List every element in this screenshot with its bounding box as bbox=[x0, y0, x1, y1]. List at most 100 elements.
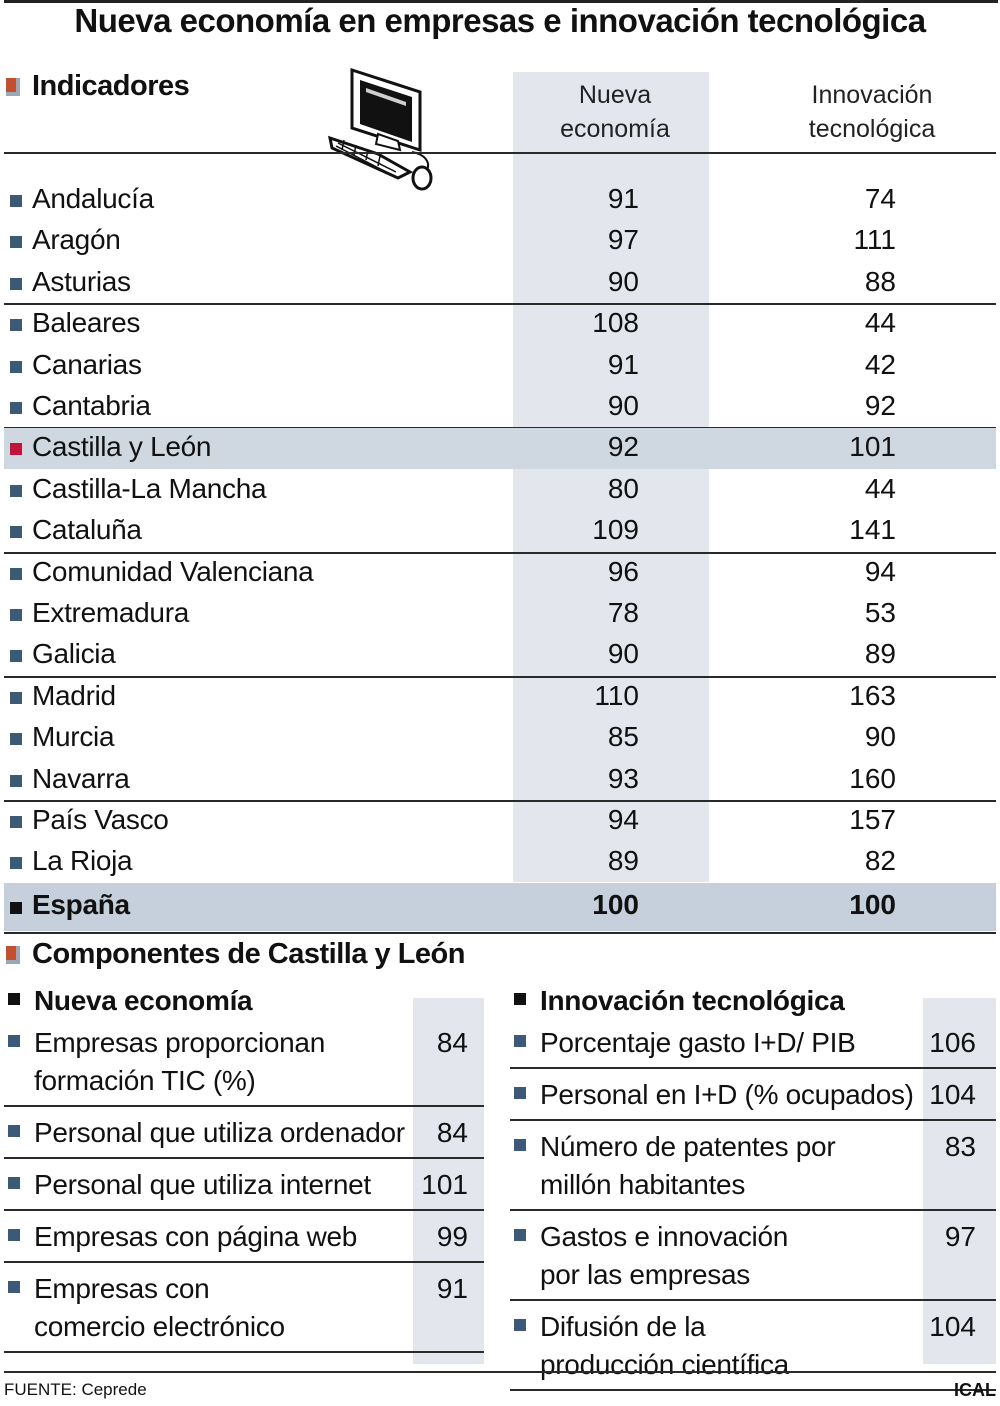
column-shade-nueva-economia bbox=[513, 72, 709, 882]
component-item: Personal en I+D (% ocupados) 104 bbox=[512, 1076, 996, 1114]
value-innovacion: 74 bbox=[864, 183, 896, 214]
value-innovacion: 44 bbox=[864, 472, 896, 504]
value-innovacion: 89 bbox=[864, 638, 896, 670]
region-name: Extremadura bbox=[32, 597, 189, 628]
region-name: Cantabria bbox=[32, 390, 151, 421]
component-value: 83 bbox=[944, 1131, 976, 1162]
bullet-marker bbox=[10, 360, 22, 373]
component-label-line: Difusión de la bbox=[540, 1311, 706, 1342]
bullet-marker bbox=[514, 1087, 526, 1099]
component-label-line: Personal en I+D (% ocupados) bbox=[540, 1079, 914, 1110]
subheading-nueva-economia: Nueva economía bbox=[6, 982, 486, 1022]
value-innovacion: 157 bbox=[849, 804, 896, 835]
component-label: Personal que utiliza ordenador bbox=[34, 1114, 405, 1152]
region-name: Castilla y León bbox=[32, 431, 212, 463]
component-label-line: por las empresas bbox=[540, 1259, 750, 1290]
component-item: Gastos e innovación por las empresas 97 bbox=[512, 1218, 996, 1294]
table-row: Cantabria 90 92 bbox=[4, 387, 996, 428]
value-innovacion: 100 bbox=[849, 888, 896, 920]
component-label-line: Personal que utiliza internet bbox=[34, 1169, 371, 1200]
region-name: Cataluña bbox=[32, 514, 142, 546]
header-rule bbox=[4, 152, 996, 154]
value-nueva-economia: 80 bbox=[607, 472, 639, 504]
region-name: Madrid bbox=[32, 679, 116, 711]
bullet-marker bbox=[10, 526, 22, 539]
value-nueva-economia: 85 bbox=[607, 721, 639, 753]
value-innovacion: 44 bbox=[864, 307, 896, 339]
bullet-marker bbox=[10, 609, 22, 621]
table-row: Aragón 97 111 bbox=[4, 221, 996, 262]
component-divider bbox=[4, 1261, 484, 1263]
component-label: Personal en I+D (% ocupados) bbox=[540, 1076, 914, 1114]
table-row: Navarra 93 160 bbox=[4, 760, 996, 801]
subheading-innovacion: Innovación tecnológica bbox=[512, 982, 996, 1022]
column-header-line: Nueva bbox=[578, 81, 652, 109]
component-divider bbox=[4, 1209, 484, 1211]
region-name: Baleares bbox=[32, 307, 141, 339]
infographic-title: Nueva economía en empresas e innovación … bbox=[74, 2, 926, 39]
value-nueva-economia: 93 bbox=[607, 762, 639, 794]
section-marker-icon bbox=[6, 78, 20, 96]
column-header-innovacion: Innovación tecnológica bbox=[765, 78, 979, 146]
component-item: Porcentaje gasto I+D/ PIB 106 bbox=[512, 1024, 996, 1062]
total-row: España 100 100 bbox=[4, 882, 996, 931]
credit-label: ICAL bbox=[954, 1380, 996, 1400]
component-divider bbox=[510, 1389, 996, 1391]
value-innovacion: 53 bbox=[864, 597, 896, 628]
group-divider bbox=[4, 675, 996, 678]
component-value: 91 bbox=[436, 1273, 468, 1304]
table-row: País Vasco 94 157 bbox=[4, 801, 996, 842]
component-label: Difusión de la producción científica bbox=[540, 1308, 789, 1384]
column-header-line: economía bbox=[560, 115, 670, 143]
value-innovacion: 111 bbox=[853, 224, 896, 256]
component-value: 106 bbox=[929, 1027, 976, 1058]
bullet-marker bbox=[10, 567, 22, 580]
table-row: Comunidad Valenciana 96 94 bbox=[4, 553, 996, 594]
bullet-marker bbox=[10, 901, 22, 914]
region-name: Galicia bbox=[32, 638, 116, 670]
value-nueva-economia: 90 bbox=[607, 638, 639, 670]
table-row: Andalucía 91 74 bbox=[4, 180, 996, 221]
group-divider bbox=[4, 551, 996, 554]
component-divider bbox=[510, 1067, 996, 1069]
value-nueva-economia: 90 bbox=[607, 265, 639, 297]
source-note: FUENTE: Ceprede bbox=[4, 1380, 147, 1399]
bullet-marker bbox=[10, 443, 22, 456]
region-name: Comunidad Valenciana bbox=[32, 555, 314, 587]
region-name: España bbox=[32, 888, 130, 920]
component-label-line: Gastos e innovación bbox=[540, 1221, 789, 1252]
highlight-row: Castilla y León 92 101 bbox=[4, 428, 996, 470]
column-header-nueva-economia: Nueva economía bbox=[513, 78, 717, 146]
value-innovacion: 141 bbox=[849, 514, 896, 546]
bullet-marker bbox=[514, 993, 526, 1005]
component-divider bbox=[510, 1209, 996, 1211]
value-innovacion: 163 bbox=[849, 679, 896, 711]
region-name: Navarra bbox=[32, 762, 130, 794]
bullet-marker bbox=[8, 1281, 20, 1293]
table-row: Asturias 90 88 bbox=[4, 263, 996, 304]
component-divider bbox=[510, 1119, 996, 1121]
bullet-marker bbox=[514, 1035, 526, 1047]
region-name: Murcia bbox=[32, 721, 115, 753]
component-value: 104 bbox=[929, 1079, 976, 1110]
table-row: Murcia 85 90 bbox=[4, 718, 996, 759]
component-item: Número de patentes por millón habitantes 8… bbox=[512, 1128, 996, 1204]
column-shade-left bbox=[413, 998, 484, 1364]
column-header-line: tecnológica bbox=[808, 115, 936, 143]
table-row: Galicia 90 89 bbox=[4, 635, 996, 676]
bullet-marker bbox=[10, 236, 22, 249]
component-label: Número de patentes por millón habitantes bbox=[540, 1128, 836, 1204]
bullet-marker bbox=[10, 691, 22, 704]
bullet-marker bbox=[10, 195, 22, 207]
group-divider bbox=[4, 800, 996, 802]
table-row: Cataluña 109 141 bbox=[4, 511, 996, 552]
bullet-marker bbox=[8, 993, 20, 1005]
value-innovacion: 82 bbox=[864, 845, 896, 877]
table-row: Canarias 91 42 bbox=[4, 346, 996, 387]
footer-rule bbox=[4, 1371, 996, 1373]
bullet-marker bbox=[8, 1125, 20, 1137]
table-row: Baleares 108 44 bbox=[4, 304, 996, 345]
value-nueva-economia: 89 bbox=[607, 845, 639, 877]
component-label-line: Porcentaje gasto I+D/ PIB bbox=[540, 1027, 856, 1058]
region-name: Andalucía bbox=[32, 183, 154, 214]
